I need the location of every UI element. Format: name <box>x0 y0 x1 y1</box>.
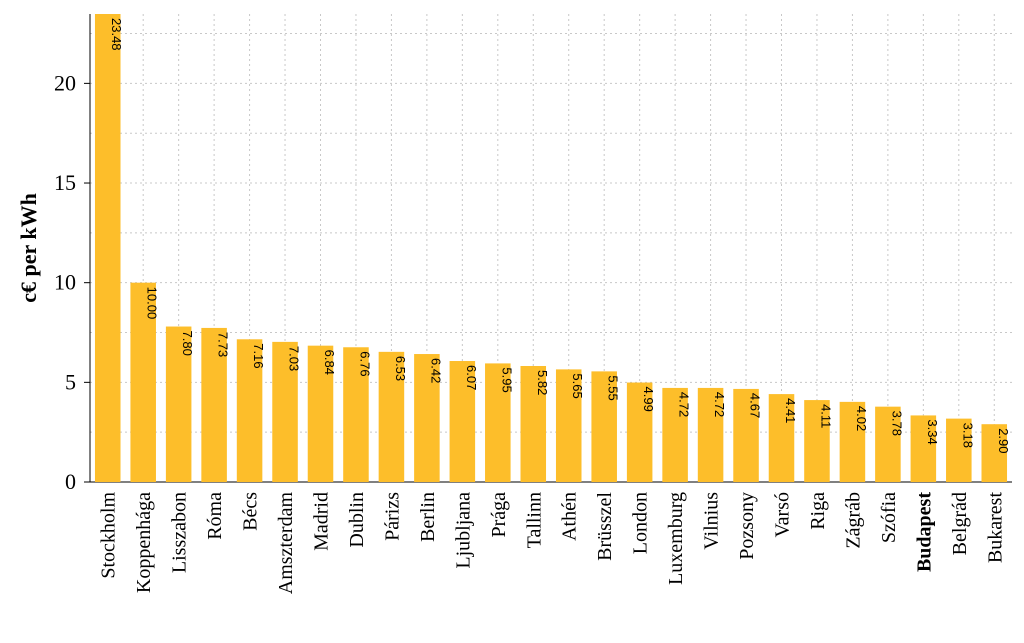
x-tick-label: Vilnius <box>701 492 723 550</box>
bar <box>130 282 156 482</box>
x-tick-label: London <box>630 492 652 554</box>
data-label: 4.02 <box>854 406 869 431</box>
bar <box>733 388 759 482</box>
data-label: 4.72 <box>712 392 727 417</box>
x-tick-labels: Stockholm Koppenhága Lisszabon Róma Bécs Amsz… <box>98 492 1007 595</box>
data-label: 7.80 <box>180 331 195 356</box>
x-tick-label: Bécs <box>240 492 262 531</box>
data-label: 5.95 <box>499 367 514 392</box>
y-tick-label: 15 <box>54 170 76 195</box>
data-label: 4.41 <box>783 398 798 423</box>
x-tick-label: Athén <box>559 492 581 541</box>
bar <box>981 424 1008 482</box>
x-tick-label: Zágráb <box>842 492 864 549</box>
bar <box>662 387 688 482</box>
bar <box>414 354 440 482</box>
x-tick-label: Bukarest <box>984 492 1006 564</box>
bar <box>768 394 795 482</box>
bar <box>343 347 369 482</box>
bar <box>626 382 653 482</box>
bar <box>236 339 263 482</box>
x-tick-label: Pozsony <box>736 492 758 560</box>
x-tick-label: Dublin <box>346 492 368 548</box>
data-label: 4.72 <box>677 392 692 417</box>
x-tick-label: Párizs <box>381 492 403 541</box>
y-axis-label: c€ per kWh <box>16 193 41 303</box>
grid-lines <box>90 14 1012 482</box>
data-label: 5.82 <box>535 370 550 395</box>
bar <box>201 327 227 482</box>
x-tick-label: Tallinn <box>523 492 545 548</box>
x-tick-label: Stockholm <box>98 492 120 579</box>
bar <box>839 401 866 482</box>
x-tick-label: Prága <box>488 492 510 538</box>
bar <box>307 345 334 482</box>
y-tick-label: 0 <box>65 469 76 494</box>
x-tick-label: Budapest <box>913 492 935 572</box>
x-tick-label: Ljubljana <box>452 492 474 569</box>
x-tick-label: Lisszabon <box>169 492 191 573</box>
y-tick-label: 5 <box>65 369 76 394</box>
data-label: 3.18 <box>960 423 975 448</box>
bar <box>697 387 724 482</box>
data-label: 6.76 <box>357 351 372 376</box>
x-tick-label: Madrid <box>311 492 333 551</box>
x-tick-label: Róma <box>204 492 226 540</box>
data-label: 7.16 <box>251 343 266 368</box>
bar <box>946 418 972 482</box>
y-tick-label: 20 <box>54 70 76 95</box>
x-tick-label: Koppenhága <box>133 492 155 593</box>
data-label: 3.34 <box>925 419 940 444</box>
x-tick-label: Belgrád <box>949 492 971 555</box>
y-tick-labels: 0 5 10 15 20 <box>54 70 76 494</box>
data-label: 7.73 <box>216 332 231 357</box>
bar <box>555 369 582 482</box>
bar <box>591 371 617 482</box>
data-label: 4.99 <box>641 387 656 412</box>
bar <box>94 14 121 482</box>
bar <box>875 406 901 482</box>
bar <box>910 415 937 482</box>
x-tick-label: Brüsszel <box>594 492 616 561</box>
bar <box>485 363 511 482</box>
bar <box>378 351 405 482</box>
data-label: 23.48 <box>109 18 124 51</box>
x-tick-label: Riga <box>807 492 829 530</box>
data-label: 6.42 <box>428 358 443 383</box>
x-tick-label: Varsó <box>772 492 794 538</box>
y-tick-label: 10 <box>54 270 76 295</box>
bar <box>520 365 547 482</box>
bar <box>272 341 298 482</box>
data-label: 4.11 <box>818 404 833 428</box>
bars: 23.48 10.00 7.80 7.73 7.16 7.03 6.84 6.76 6.53 6.… <box>94 14 1011 482</box>
data-label: 2.90 <box>996 428 1011 453</box>
data-label: 7.03 <box>287 346 302 371</box>
data-label: 10.00 <box>145 287 160 320</box>
bar <box>449 361 476 482</box>
data-label: 6.07 <box>464 365 479 390</box>
x-tick-label: Szófia <box>878 492 900 543</box>
data-label: 6.53 <box>393 356 408 381</box>
data-label: 5.65 <box>570 373 585 398</box>
x-tick-label: Amszterdam <box>275 492 297 595</box>
data-label: 5.55 <box>606 375 621 400</box>
data-label: 4.67 <box>748 393 763 418</box>
x-tick-label: Luxemburg <box>665 492 687 585</box>
data-label: 6.84 <box>322 350 337 375</box>
x-tick-label: Berlin <box>417 492 439 542</box>
bar <box>165 326 192 482</box>
bar <box>804 400 830 482</box>
data-label: 3.78 <box>889 411 904 436</box>
